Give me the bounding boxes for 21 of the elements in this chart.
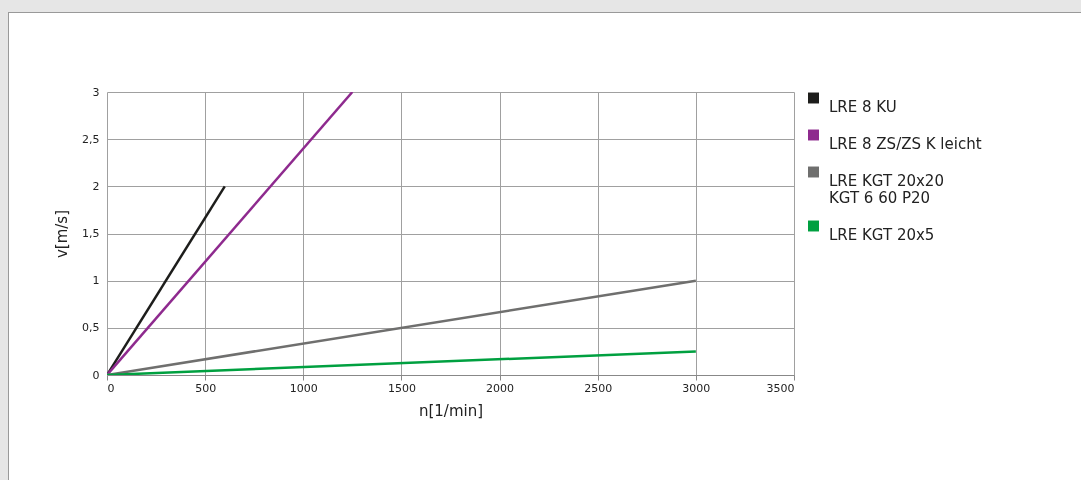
legend-label: LRE KGT 20x5: [829, 225, 935, 244]
y-tick-label: 3: [92, 85, 100, 99]
x-tick-label: 2500: [584, 381, 613, 395]
legend-label: LRE 8 ZS/ZS K leicht: [829, 134, 982, 153]
y-tick-label: 1,5: [82, 227, 100, 240]
y-tick-label: 0,5: [82, 321, 100, 335]
x-tick-label: 3000: [682, 381, 711, 395]
x-tick-label: 0: [107, 381, 115, 395]
x-tick-label: 2000: [486, 381, 515, 395]
y-axis-title: v[m/s]: [53, 209, 72, 259]
x-tick-label: 3500: [766, 381, 795, 395]
y-tick-label: 2: [92, 179, 100, 193]
x-axis-title: n[1/min]: [418, 401, 484, 420]
y-tick-label: 1: [92, 274, 100, 288]
y-tick-label: 0: [92, 368, 100, 382]
legend-label: LRE 8 KU: [829, 97, 897, 116]
x-tick-label: 500: [195, 381, 217, 395]
x-tick-label: 1500: [387, 381, 416, 395]
legend-label: LRE KGT 20x20 KGT 6 60 P20: [829, 171, 944, 207]
y-tick-label: 2,5: [82, 132, 100, 146]
x-tick-label: 1000: [289, 381, 318, 395]
